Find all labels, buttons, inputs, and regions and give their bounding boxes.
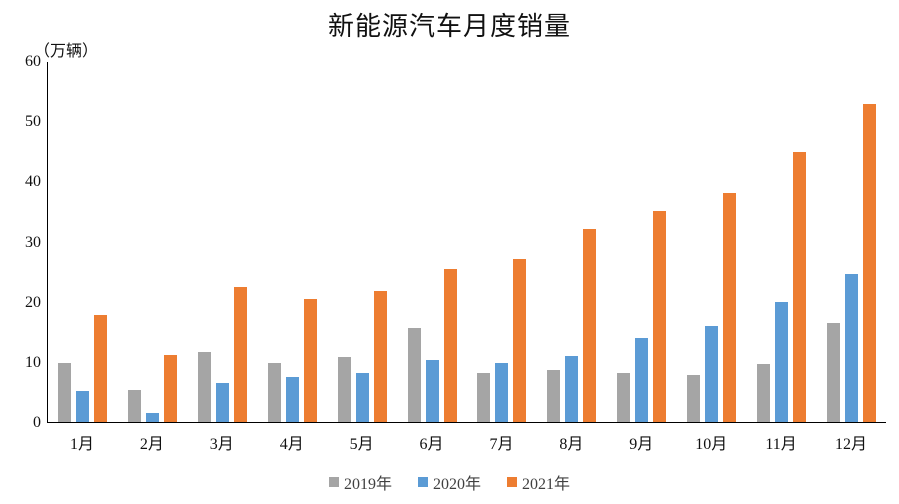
y-tick-label: 50 xyxy=(25,113,41,131)
x-tick-label-5月: 5月 xyxy=(349,436,374,453)
y-tick-label: 10 xyxy=(25,353,41,371)
bar-2021年-4月 xyxy=(303,299,317,422)
x-tick-label-8月: 8月 xyxy=(559,436,584,453)
legend: 2019年 2020年 2021年 xyxy=(0,470,899,494)
bar-group-11月 xyxy=(746,62,816,422)
bar-2021年-8月 xyxy=(583,229,597,422)
bar-2019年-4月 xyxy=(267,362,281,422)
chart-title: 新能源汽车月度销量 xyxy=(327,12,571,41)
bar-2021年-12月 xyxy=(862,104,876,422)
bar-2021年-5月 xyxy=(373,291,387,422)
bar-2021年-7月 xyxy=(513,259,527,422)
legend-label-2019: 2019年 xyxy=(343,476,392,493)
bar-group-1月 xyxy=(48,62,118,422)
legend-item-2021: 2021年 xyxy=(507,470,570,494)
legend-item-2019: 2019年 xyxy=(328,470,392,494)
bar-2021年-2月 xyxy=(164,355,178,422)
bar-2019年-2月 xyxy=(128,389,142,422)
bar-2020年-3月 xyxy=(216,383,230,422)
bar-2020年-9月 xyxy=(635,338,649,422)
bar-2021年-3月 xyxy=(234,287,248,422)
y-tick-label: 60 xyxy=(25,53,41,70)
bar-2019年-3月 xyxy=(198,351,212,422)
x-tick-label-11月: 11月 xyxy=(765,436,797,453)
bar-group-6月 xyxy=(397,62,467,422)
bar-2019年-5月 xyxy=(337,357,351,422)
x-tick-label-9月: 9月 xyxy=(629,436,654,453)
y-tick-label: 20 xyxy=(25,293,41,311)
bar-group-3月 xyxy=(188,62,258,422)
x-tick-label-12月: 12月 xyxy=(835,436,868,453)
x-tick-label-1月: 1月 xyxy=(69,436,94,453)
legend-swatch-2019 xyxy=(328,477,339,487)
bar-2019年-9月 xyxy=(617,372,631,422)
bar-2021年-11月 xyxy=(792,152,806,422)
bar-group-9月 xyxy=(607,62,677,422)
x-tick-label-4月: 4月 xyxy=(279,436,304,453)
x-tick-label-10月: 10月 xyxy=(695,436,728,453)
bar-2021年-6月 xyxy=(443,269,457,422)
legend-label-2020: 2020年 xyxy=(432,476,481,493)
bar-group-4月 xyxy=(258,62,328,422)
bar-group-12月 xyxy=(816,62,886,422)
bar-2021年-1月 xyxy=(94,314,108,422)
bar-2019年-1月 xyxy=(58,363,72,422)
y-tick-label: 30 xyxy=(25,233,41,251)
bar-2019年-11月 xyxy=(756,363,770,422)
x-tick-label-3月: 3月 xyxy=(209,436,234,453)
bar-2020年-2月 xyxy=(146,413,160,422)
legend-label-2021: 2021年 xyxy=(522,476,571,493)
bar-2020年-5月 xyxy=(355,372,369,422)
legend-item-2020: 2020年 xyxy=(417,470,481,494)
bar-2020年-6月 xyxy=(425,360,439,422)
bar-group-10月 xyxy=(677,62,747,422)
bar-2021年-9月 xyxy=(653,210,667,422)
bar-group-2月 xyxy=(118,62,188,422)
bar-2019年-6月 xyxy=(407,328,421,422)
bar-2020年-11月 xyxy=(774,302,788,422)
bar-2020年-4月 xyxy=(285,377,299,422)
bar-2020年-12月 xyxy=(844,273,858,422)
bar-group-8月 xyxy=(537,62,607,422)
bar-2019年-10月 xyxy=(686,374,700,422)
x-tick-label-6月: 6月 xyxy=(419,436,444,453)
bar-group-7月 xyxy=(467,62,537,422)
bar-2019年-7月 xyxy=(477,372,491,422)
bar-2021年-10月 xyxy=(722,192,736,422)
legend-swatch-2021 xyxy=(507,477,517,487)
y-axis-unit-label: （万辆） xyxy=(34,43,99,60)
y-tick-label: 0 xyxy=(33,414,41,431)
plot-area xyxy=(47,62,886,423)
legend-swatch-2020 xyxy=(417,477,428,487)
x-tick-label-2月: 2月 xyxy=(139,436,164,453)
bar-2019年-12月 xyxy=(826,323,840,422)
bar-2020年-7月 xyxy=(495,363,509,422)
y-tick-label: 40 xyxy=(25,173,41,191)
bar-2020年-8月 xyxy=(565,356,579,422)
bar-2020年-1月 xyxy=(76,390,90,422)
x-axis-labels: 1月 2月 3月 4月 5月 6月 7月 8月 9月 10月 11月 12月 xyxy=(47,430,886,453)
bar-2020年-10月 xyxy=(704,326,718,422)
bar-2019年-8月 xyxy=(547,369,561,422)
bar-group-5月 xyxy=(327,62,397,422)
x-tick-label-7月: 7月 xyxy=(489,436,514,453)
